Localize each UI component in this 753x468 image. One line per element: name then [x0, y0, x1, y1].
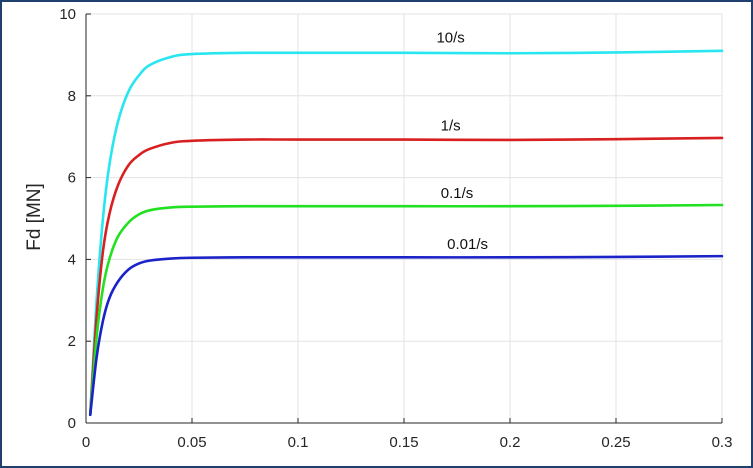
y-axis-title: Fd [MN]: [24, 183, 45, 251]
x-tick-label: 0.15: [389, 434, 418, 451]
x-tick-label: 0: [82, 434, 90, 451]
series-lines: [88, 49, 724, 417]
y-tick-label: 8: [68, 88, 76, 105]
series-annotations: 10/s 1/s 0.1/s 0.01/s: [436, 30, 488, 254]
series-annotation: 1/s: [441, 118, 461, 135]
y-tick-label: 10: [59, 6, 76, 23]
series-annotation: 10/s: [436, 30, 464, 47]
y-tick-label: 2: [68, 333, 76, 350]
x-tick-label: 0.1: [288, 434, 309, 451]
series-line-0-01-s: [88, 254, 724, 417]
series-annotation: 0.01/s: [447, 236, 488, 253]
series-line-1-s: [88, 136, 724, 417]
grid-lines: [85, 13, 723, 424]
axes: 0 0.05 0.1 0.15 0.2 0.25 0.3 0 2 4 6 8 10: [59, 6, 732, 451]
x-tick-label: 0.25: [601, 434, 630, 451]
x-tick-label: 0.2: [500, 434, 521, 451]
y-tick-label: 0: [68, 415, 76, 432]
x-tick-label: 0.05: [177, 434, 206, 451]
y-tick-label: 6: [68, 170, 76, 187]
x-tick-label: 0.3: [712, 434, 733, 451]
series-line-10-s: [88, 49, 724, 417]
series-annotation: 0.1/s: [441, 185, 474, 202]
y-tick-label: 4: [68, 251, 76, 268]
series-line-0-1-s: [88, 203, 724, 417]
